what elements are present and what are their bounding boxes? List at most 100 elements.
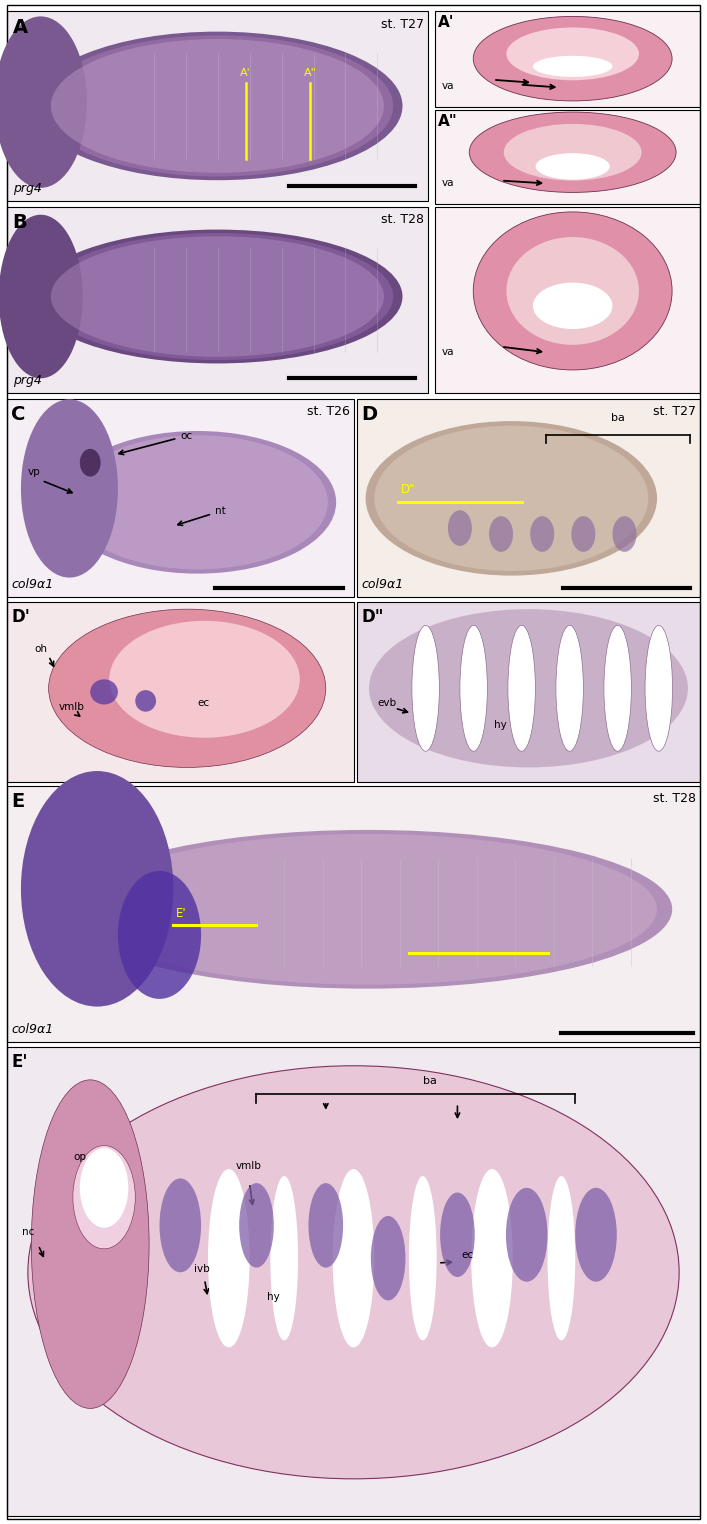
Bar	[7, 11, 428, 201]
Text: col9α1: col9α1	[11, 1023, 54, 1036]
Text: E': E'	[175, 907, 186, 920]
Ellipse shape	[556, 625, 583, 751]
Ellipse shape	[59, 431, 337, 573]
Ellipse shape	[604, 625, 631, 751]
Ellipse shape	[440, 1192, 475, 1277]
Text: prg4: prg4	[13, 181, 42, 195]
Ellipse shape	[506, 27, 639, 81]
Ellipse shape	[508, 625, 535, 751]
Ellipse shape	[575, 1187, 617, 1282]
Bar	[435, 11, 700, 107]
Bar	[7, 786, 700, 1042]
Text: ba: ba	[611, 413, 624, 422]
Text: D": D"	[401, 483, 416, 497]
Ellipse shape	[506, 238, 639, 344]
Text: vmlb: vmlb	[235, 1161, 262, 1170]
Ellipse shape	[366, 421, 657, 576]
Bar	[435, 207, 700, 393]
Ellipse shape	[0, 17, 87, 187]
Ellipse shape	[73, 1146, 135, 1248]
Ellipse shape	[49, 610, 326, 768]
Ellipse shape	[33, 230, 402, 363]
Bar	[357, 602, 700, 782]
Ellipse shape	[80, 448, 100, 477]
Text: st. T28: st. T28	[653, 792, 696, 806]
Ellipse shape	[51, 40, 384, 172]
Text: A': A'	[240, 69, 251, 78]
Ellipse shape	[506, 1187, 547, 1282]
Ellipse shape	[31, 1081, 149, 1408]
Text: ivb: ivb	[194, 1265, 210, 1274]
Text: evb: evb	[378, 698, 397, 709]
Text: B: B	[13, 213, 28, 232]
Ellipse shape	[62, 831, 672, 989]
Text: oc: oc	[119, 431, 192, 454]
Ellipse shape	[67, 436, 328, 570]
Ellipse shape	[533, 56, 612, 76]
Ellipse shape	[469, 113, 676, 192]
Ellipse shape	[42, 35, 393, 177]
Ellipse shape	[472, 1169, 513, 1347]
Ellipse shape	[308, 1183, 343, 1268]
Text: op: op	[73, 1152, 86, 1161]
Ellipse shape	[110, 620, 300, 738]
Ellipse shape	[160, 1178, 201, 1273]
Text: st. T27: st. T27	[381, 18, 424, 32]
Ellipse shape	[412, 625, 439, 751]
Ellipse shape	[21, 399, 118, 578]
Ellipse shape	[448, 511, 472, 546]
Text: ba: ba	[423, 1076, 437, 1087]
Text: D': D'	[11, 608, 30, 626]
Ellipse shape	[51, 236, 384, 357]
Text: ec: ec	[198, 698, 210, 709]
Bar	[7, 602, 354, 782]
Ellipse shape	[409, 1177, 437, 1341]
Text: D": D"	[361, 608, 384, 626]
Ellipse shape	[473, 212, 672, 370]
Ellipse shape	[118, 870, 201, 998]
Bar	[7, 1047, 700, 1516]
Ellipse shape	[374, 425, 648, 572]
Text: E': E'	[11, 1053, 28, 1071]
Text: va: va	[442, 178, 455, 189]
Bar	[357, 399, 700, 597]
Ellipse shape	[78, 834, 657, 985]
Bar	[7, 399, 354, 597]
Text: nt: nt	[177, 506, 226, 526]
Ellipse shape	[460, 625, 487, 751]
Ellipse shape	[33, 32, 402, 180]
Ellipse shape	[208, 1169, 250, 1347]
Ellipse shape	[42, 233, 393, 360]
Ellipse shape	[473, 17, 672, 101]
Text: ec: ec	[461, 1250, 473, 1260]
Text: A: A	[13, 18, 28, 37]
Text: va: va	[442, 347, 455, 357]
Text: oh: oh	[35, 645, 48, 654]
Ellipse shape	[371, 1216, 406, 1300]
Ellipse shape	[504, 123, 642, 180]
Text: vmlb: vmlb	[59, 703, 85, 712]
Ellipse shape	[21, 771, 173, 1006]
Ellipse shape	[333, 1169, 374, 1347]
Text: nc: nc	[23, 1227, 35, 1237]
Text: A": A"	[303, 69, 317, 78]
Bar	[7, 207, 428, 393]
Bar	[435, 110, 700, 204]
Ellipse shape	[90, 680, 118, 704]
Ellipse shape	[135, 690, 156, 712]
Ellipse shape	[571, 517, 595, 552]
Ellipse shape	[612, 517, 636, 552]
Text: hy: hy	[494, 719, 507, 730]
Ellipse shape	[533, 282, 612, 329]
Ellipse shape	[239, 1183, 274, 1268]
Text: E: E	[11, 792, 25, 811]
Ellipse shape	[536, 154, 610, 180]
Text: st. T26: st. T26	[307, 405, 350, 419]
Ellipse shape	[0, 215, 83, 378]
Text: col9α1: col9α1	[11, 578, 54, 591]
Ellipse shape	[80, 1148, 129, 1228]
Ellipse shape	[369, 610, 688, 768]
Ellipse shape	[28, 1065, 679, 1478]
Text: vp: vp	[28, 466, 40, 477]
Text: hy: hy	[267, 1292, 280, 1303]
